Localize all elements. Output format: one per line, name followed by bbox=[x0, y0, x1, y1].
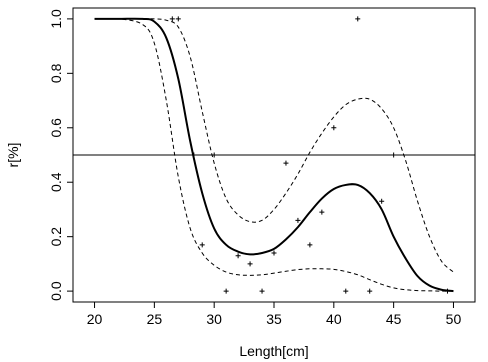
confidence-band-curve bbox=[94, 17, 454, 292]
data-point bbox=[199, 242, 205, 248]
x-tick-label: 35 bbox=[266, 311, 282, 327]
x-tick-label: 50 bbox=[446, 311, 462, 327]
fitted-curve bbox=[94, 17, 454, 293]
x-tick-label: 45 bbox=[386, 311, 402, 327]
data-point bbox=[271, 250, 277, 256]
data-point bbox=[175, 16, 181, 22]
data-point bbox=[307, 242, 313, 248]
x-tick-label: 20 bbox=[87, 311, 103, 327]
data-point bbox=[211, 152, 217, 158]
data-point bbox=[259, 288, 265, 294]
y-tick-label: 0.6 bbox=[48, 118, 64, 138]
data-point bbox=[319, 209, 325, 215]
y-axis: 0.0 0.2 0.4 0.6 0.8 1.0 bbox=[48, 9, 73, 301]
data-point bbox=[331, 125, 337, 131]
x-tick-label: 40 bbox=[326, 311, 342, 327]
data-point bbox=[235, 253, 241, 259]
data-point bbox=[355, 16, 361, 22]
x-axis: 20 25 30 35 40 45 50 bbox=[87, 302, 462, 327]
data-point bbox=[444, 288, 450, 294]
data-point bbox=[343, 288, 349, 294]
data-point bbox=[169, 16, 175, 22]
confidence-band-curve bbox=[94, 18, 454, 273]
y-tick-label: 0.2 bbox=[48, 227, 64, 247]
y-tick-label: 0.8 bbox=[48, 63, 64, 83]
data-point bbox=[295, 217, 301, 223]
data-point bbox=[379, 198, 385, 204]
y-tick-label: 0.0 bbox=[48, 281, 64, 301]
data-point bbox=[223, 288, 229, 294]
data-point bbox=[191, 152, 197, 158]
data-point bbox=[391, 152, 397, 158]
x-tick-label: 25 bbox=[147, 311, 163, 327]
data-point bbox=[247, 261, 253, 267]
curves bbox=[94, 17, 454, 293]
y-tick-label: 0.4 bbox=[48, 172, 64, 192]
y-tick-label: 1.0 bbox=[48, 9, 64, 29]
data-point bbox=[367, 288, 373, 294]
y-axis-title: r[%] bbox=[5, 143, 21, 168]
x-axis-title: Length[cm] bbox=[239, 343, 308, 359]
data-point bbox=[283, 160, 289, 166]
data-points bbox=[169, 16, 450, 294]
x-tick-label: 30 bbox=[206, 311, 222, 327]
